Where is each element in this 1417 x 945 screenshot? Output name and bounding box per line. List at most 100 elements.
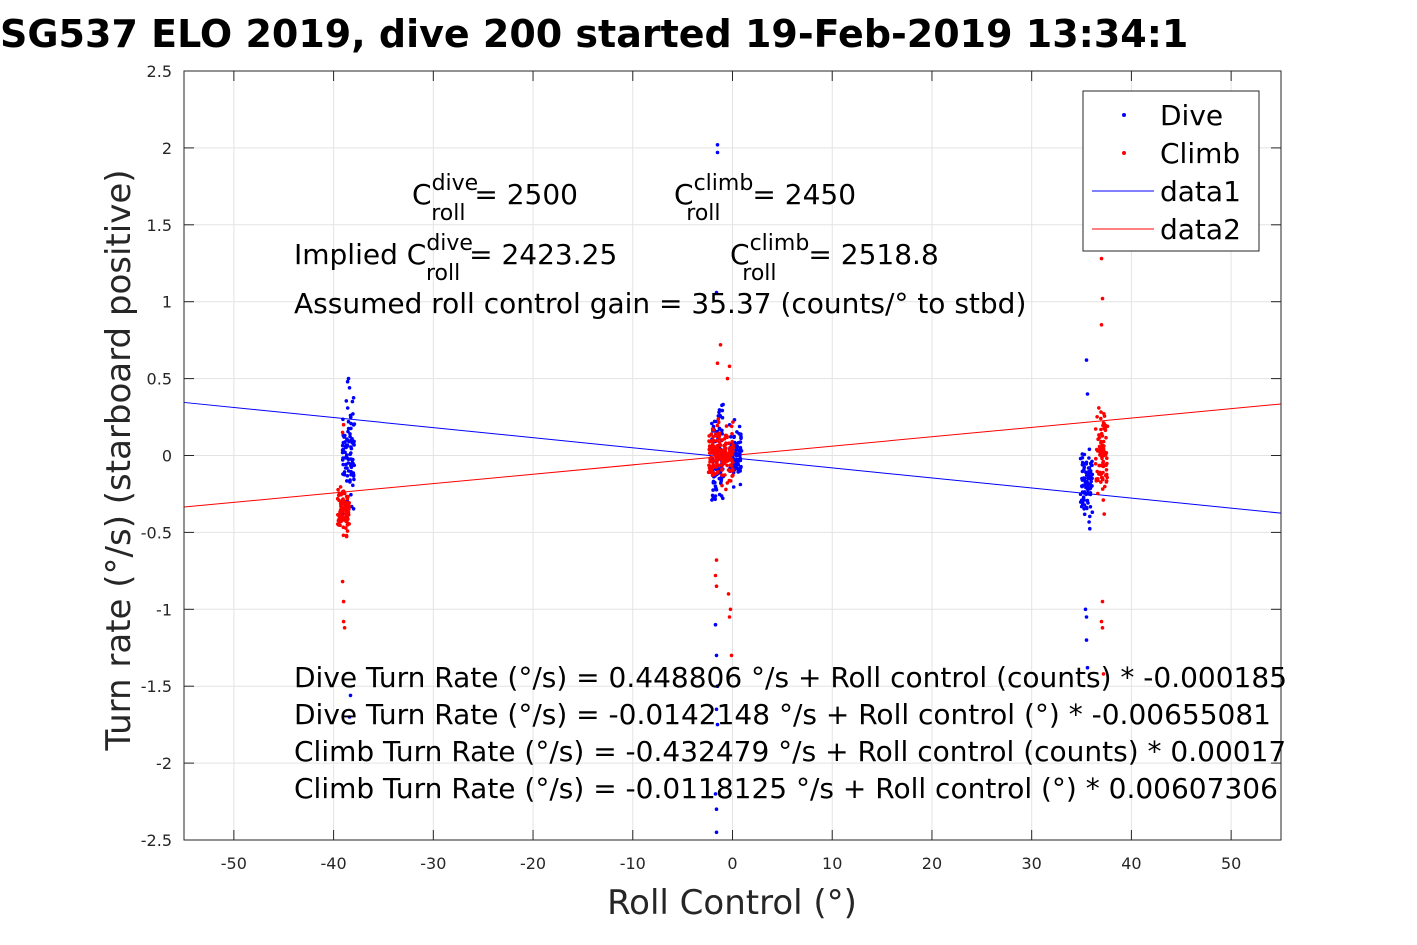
climb-point [341,422,346,427]
dive-point [343,466,348,470]
climb-point [342,626,347,630]
y-tick-label: -0.5 [141,523,172,542]
climb-point [725,481,730,485]
climb-point [1105,456,1109,461]
dive-point [714,290,719,295]
dive-point [1080,460,1085,465]
climb-point [730,432,734,436]
climb-point [1097,433,1101,437]
climb-point [720,473,724,477]
dive-point [349,492,353,497]
climb-point [1097,463,1101,468]
climb-point [1093,427,1098,431]
dive-point [1078,456,1083,461]
dive-point [710,498,714,502]
climb-point [726,592,731,596]
climb-point [1101,459,1106,464]
fit-equation-1: Dive Turn Rate (°/s) = 0.448806 °/s + Ro… [294,661,1287,694]
dive-point [717,426,722,431]
dive-point [721,496,725,501]
climb-point [720,468,724,472]
dive-point [713,497,717,502]
climb-point [346,521,350,526]
dive-point [713,494,718,498]
dive-point [352,422,357,426]
dive-point [737,424,742,429]
dive-point [1085,392,1090,396]
dive-point [715,143,720,147]
dive-point [348,413,353,418]
climb-point [717,436,721,441]
dive-point [346,419,351,424]
dive-point [1082,512,1087,517]
climb-point [1101,672,1106,676]
x-tick-label: 30 [1022,854,1042,873]
dive-point [352,477,356,482]
y-tick-label: -2 [156,754,172,773]
legend-box [1082,90,1260,252]
climb-point [723,473,727,477]
x-tick-label: 20 [922,854,942,873]
dive-point [1088,505,1093,509]
dive-point [738,469,742,473]
dive-point [351,507,356,511]
climb-point [730,452,734,456]
climb-point [338,508,343,512]
climb-point [721,448,726,453]
dive-point [345,443,350,448]
climb-point [731,420,735,424]
y-axis-label: Turn rate (°/s) (starboard positive) [99,169,139,751]
dive-point [351,396,356,400]
climb-point [1103,428,1108,433]
climb-point [1101,498,1106,502]
dive-point [710,421,714,426]
dive-point [344,454,349,458]
climb-point [1101,470,1105,475]
climb-point [340,430,345,435]
dive-point [715,722,720,727]
climb-point [723,452,727,457]
dive-point [1085,506,1089,511]
dive-point [345,406,350,410]
dive-point [1090,510,1095,514]
x-tick-label: 10 [822,854,842,873]
climb-point [1105,475,1109,480]
dive-point [720,431,724,436]
climb-point [717,454,722,458]
dive-point [739,449,744,453]
dive-point [1084,638,1089,642]
climb-point [707,451,712,455]
climb-point [727,451,731,455]
climb-point [716,469,720,474]
dive-point [1084,358,1089,362]
climb-point [1100,487,1105,491]
dive-point [1085,498,1090,503]
dive-point [351,483,355,488]
dive-point [348,434,352,439]
dive-point [348,432,352,436]
data-points [335,143,1110,835]
dive-point [737,453,742,458]
x-axis-label: Roll Control (°) [607,883,857,923]
y-ticks: 2.5 2 1.5 1 0.5 0 -0.5 -1 -1.5 -2 -2.5 [141,62,1281,850]
dive-point [349,421,353,426]
dive-point [738,445,743,450]
x-tick-label: 50 [1221,854,1241,873]
dive-point [717,408,722,412]
climb-point [1094,456,1098,461]
dive-point [738,456,742,461]
dive-point [720,408,725,413]
climb-point [1104,462,1108,467]
climb-point [1099,416,1103,421]
climb-point [1096,437,1100,442]
climb-point [729,424,734,429]
y-tick-label: -1.5 [141,677,172,696]
legend-dive-marker [1122,113,1126,117]
dive-point [1080,484,1084,488]
dive-point [1088,514,1092,519]
climb-point [1101,439,1106,444]
annotation-c-roll: Cdive roll = 2500 Cclimb roll = 2450 [412,171,856,226]
dive-point [349,426,353,431]
fit-equation-4: Climb Turn Rate (°/s) = -0.0118125 °/s +… [294,772,1278,805]
climb-point [345,529,350,533]
